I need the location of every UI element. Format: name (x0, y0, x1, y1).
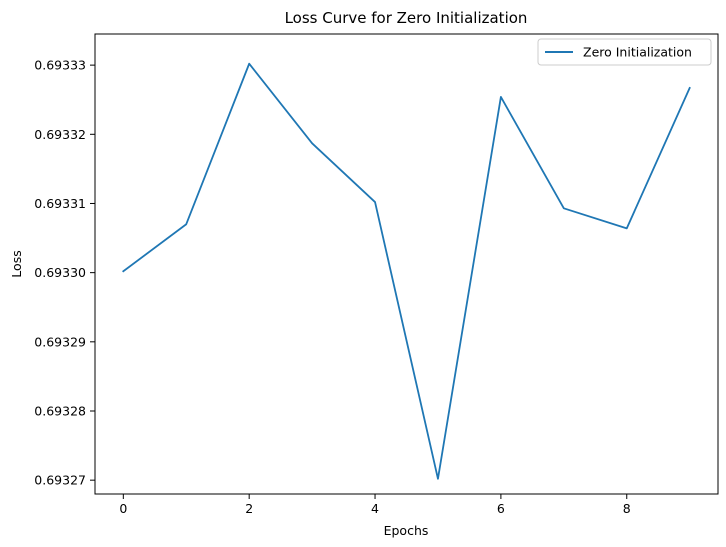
plot-frame (94, 33, 719, 495)
y-tick-label: 0.69333 (34, 58, 86, 73)
x-axis-ticks: 0 2 4 6 8 (119, 494, 631, 516)
legend-box (537, 38, 712, 66)
x-tick-label: 6 (497, 501, 505, 516)
legend-label-zero-initialization: Zero Initialization (583, 45, 692, 60)
y-tick-label: 0.69327 (34, 473, 86, 488)
series-line-0 (122, 62, 691, 480)
y-axis-ticks: 0.69327 0.69328 0.69329 0.69330 0.69331 0.693… (34, 58, 95, 488)
plot-area: 0 2 4 6 8 0.69327 0.69328 0.69329 0.69330 0.6933… (34, 33, 719, 516)
x-tick-label: 2 (245, 501, 253, 516)
y-tick-label: 0.69331 (34, 196, 86, 211)
x-tick-label: 0 (119, 501, 127, 516)
x-tick-label: 8 (623, 501, 631, 516)
legend: Zero Initialization (537, 38, 712, 66)
chart-title: Loss Curve for Zero Initialization (285, 9, 528, 27)
y-tick-label: 0.69332 (34, 127, 86, 142)
series-layer (122, 62, 691, 480)
y-axis-label: Loss (9, 250, 24, 277)
y-tick-label: 0.69329 (34, 334, 86, 349)
x-tick-label: 4 (371, 501, 379, 516)
y-tick-label: 0.69330 (34, 265, 86, 280)
y-tick-label: 0.69328 (34, 403, 86, 418)
x-axis-label: Epochs (384, 523, 429, 538)
